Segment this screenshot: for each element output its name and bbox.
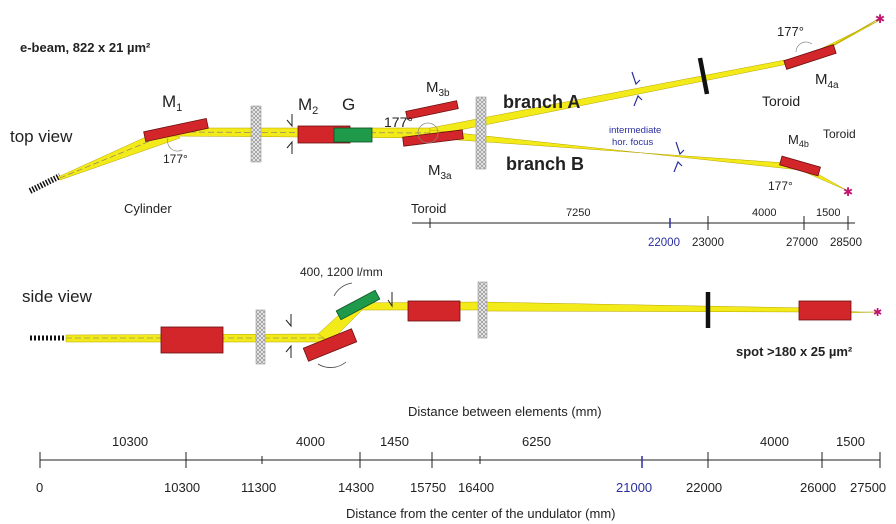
top-tick-22000: 22000: [648, 237, 680, 249]
mirror-m1: [143, 117, 209, 143]
side-rotation-arrow-bottom: [317, 361, 347, 368]
seg-4000a: 4000: [296, 434, 325, 449]
mirror-m4a: [783, 44, 837, 70]
seg-1450: 1450: [380, 434, 409, 449]
tick-label-10300: 10300: [164, 480, 200, 495]
slit-marker-lower: [286, 140, 293, 154]
axis-title-from: Distance from the center of the undulato…: [346, 506, 616, 521]
spot-label: spot >180 x 25 µm²: [736, 344, 853, 359]
side-view: 400, 1200 l/mm ✱: [30, 265, 882, 368]
side-slit-marker-3: [387, 292, 393, 308]
bottom-axis: Distance between elements (mm) 10300 400…: [36, 404, 886, 521]
focus-star-b: ✱: [843, 185, 853, 199]
top-dist-1500: 1500: [816, 207, 840, 219]
top-tick-23000: 23000: [692, 237, 724, 249]
side-mirror-m2: [302, 328, 358, 362]
top-view: M1 177° Cylinder M2 G M3b 177° M3a branc…: [28, 12, 885, 249]
tick-label-11300: 11300: [241, 480, 276, 495]
angle-arc-m4a: [795, 41, 813, 53]
tick-label-16400: 16400: [458, 480, 494, 495]
side-aperture-1: [255, 309, 266, 365]
grating-spec-label: 400, 1200 l/mm: [300, 265, 383, 279]
side-beam-4: [479, 301, 811, 313]
intermediate-label: intermediate: [609, 125, 661, 136]
angle-arc-m1: [167, 137, 183, 152]
side-slit-marker-1: [285, 314, 292, 328]
top-tick-27000: 27000: [786, 237, 818, 249]
top-view-label: top view: [10, 127, 73, 146]
focus-marker-b-lower: [673, 160, 683, 173]
mirror-m4b: [779, 155, 821, 177]
side-mirror-m3: [407, 300, 461, 322]
seg-10300: 10300: [112, 434, 148, 449]
undulator-source-top: [28, 173, 62, 194]
toroid-a-label: Toroid: [762, 93, 800, 109]
side-mirror-m4: [798, 300, 852, 321]
toroid-m3-label: Toroid: [411, 201, 446, 216]
angle-m4a: 177°: [777, 24, 804, 39]
hor-focus-label: hor. focus: [612, 137, 653, 148]
side-aperture-2: [477, 281, 488, 339]
tick-label-27500: 27500: [850, 480, 886, 495]
focus-marker-b-upper: [675, 141, 685, 156]
tick-label-0: 0: [36, 480, 43, 495]
seg-4000b: 4000: [760, 434, 789, 449]
m4a-label: M4a: [815, 71, 839, 91]
ebeam-label: e-beam, 822 x 21 µm²: [20, 40, 151, 55]
axis-title-between: Distance between elements (mm): [408, 404, 602, 419]
grating-label: G: [342, 95, 355, 114]
m3b-label: M3b: [426, 79, 450, 99]
seg-1500: 1500: [836, 434, 865, 449]
tick-label-15750: 15750: [410, 480, 446, 495]
toroid-b-label: Toroid: [823, 127, 856, 141]
top-dist-4000: 4000: [752, 207, 776, 219]
m4b-label: M4b: [788, 132, 809, 149]
grating-g: [333, 127, 373, 143]
tick-label-21000: 21000: [616, 480, 652, 495]
aperture-1-top: [250, 105, 262, 163]
top-tick-28500: 28500: [830, 237, 862, 249]
branch-a-label: branch A: [503, 92, 580, 112]
m1-label: M1: [162, 92, 182, 114]
angle-m1: 177°: [163, 152, 188, 166]
m3a-label: M3a: [428, 162, 452, 182]
side-mirror-m1: [160, 326, 224, 354]
tick-label-26000: 26000: [800, 480, 836, 495]
angle-arc-m3: [417, 122, 439, 144]
focus-marker-a-upper: [631, 71, 641, 86]
cylinder-label: Cylinder: [124, 201, 172, 216]
side-view-label: side view: [22, 287, 93, 306]
seg-6250: 6250: [522, 434, 551, 449]
angle-m4b: 177°: [768, 179, 793, 193]
mirror-m3b: [405, 100, 459, 120]
tick-label-14300: 14300: [338, 480, 374, 495]
side-slit-marker-2: [285, 344, 292, 358]
side-focus-star: ✱: [873, 307, 882, 319]
focus-marker-a-lower: [633, 94, 643, 107]
branch-b-label: branch B: [506, 154, 584, 174]
aperture-2-top: [475, 96, 487, 170]
mirror-m3a: [402, 129, 464, 147]
exit-slit-a: [697, 57, 710, 95]
side-rotation-arrow-top: [333, 282, 353, 297]
beam-branch-a: [429, 19, 881, 137]
tick-label-22000: 22000: [686, 480, 722, 495]
side-grating: [335, 289, 381, 321]
angle-m3: 177°: [384, 114, 413, 130]
focus-star-a: ✱: [875, 12, 885, 26]
slit-marker-upper: [286, 114, 293, 128]
m2-label: M2: [298, 95, 318, 117]
top-dist-7250: 7250: [566, 207, 590, 219]
